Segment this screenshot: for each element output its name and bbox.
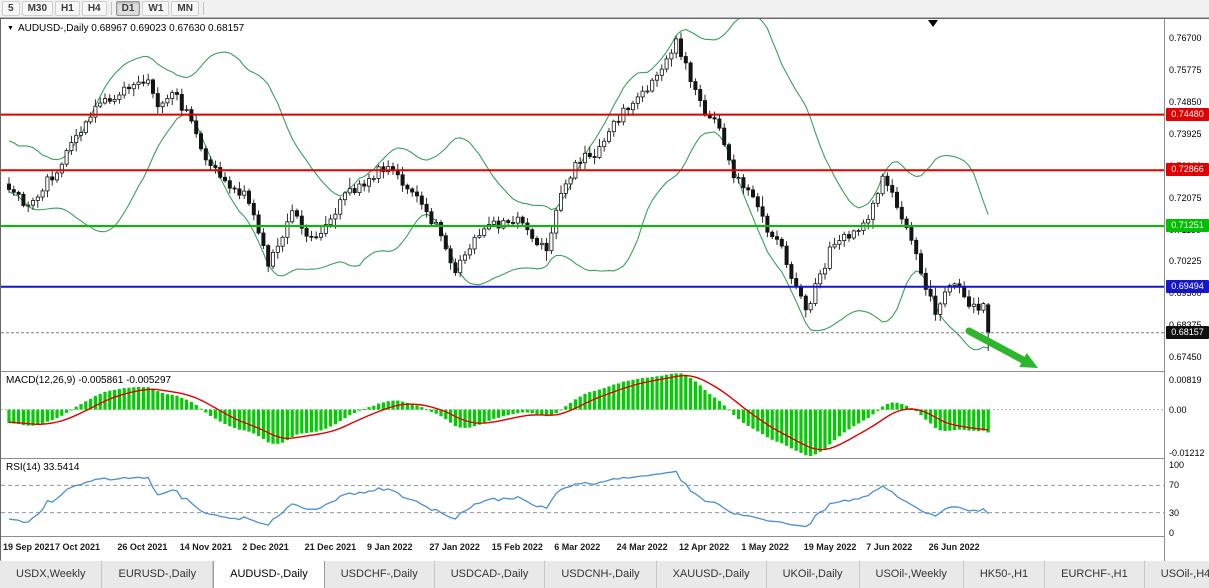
chart-tab-eurchf-h1[interactable]: EURCHF-,H1 <box>1045 561 1145 588</box>
chart-tab-eurusd-daily[interactable]: EURUSD-,Daily <box>102 561 214 588</box>
chart-tab-audusd-daily[interactable]: AUDUSD-,Daily <box>213 561 325 588</box>
pane-divider[interactable] <box>1 536 1209 537</box>
timeframe-button-m30[interactable]: M30 <box>21 1 54 16</box>
level-price-badge: 0.71251 <box>1166 219 1209 233</box>
timeframe-button-mn[interactable]: MN <box>171 1 199 16</box>
trend-arrow-annotation[interactable] <box>965 327 1042 371</box>
shift-marker-icon[interactable] <box>928 20 938 27</box>
time-axis-label: 19 May 2022 <box>803 542 857 552</box>
level-price-badge: 0.74480 <box>1166 107 1209 121</box>
price-pane[interactable] <box>1 19 1164 371</box>
chart-symbol-label: ▼ AUDUSD-,Daily 0.68967 0.69023 0.67630 … <box>7 23 244 34</box>
time-axis-label: 7 Oct 2021 <box>55 542 101 552</box>
bollinger-lower-band <box>8 113 989 351</box>
toolbar-separator <box>110 2 112 15</box>
price-tick-label: 0.76700 <box>1169 32 1202 43</box>
time-axis-label: 14 Nov 2021 <box>179 542 232 552</box>
time-axis-label: 1 May 2022 <box>741 542 789 552</box>
chart-tab-xauusd-daily[interactable]: XAUUSD-,Daily <box>657 561 767 588</box>
time-axis-label: 15 Feb 2022 <box>491 542 543 552</box>
chart-tab-usdcad-daily[interactable]: USDCAD-,Daily <box>435 561 546 588</box>
toolbar-separator <box>202 2 204 15</box>
price-tick-label: 0.67450 <box>1169 352 1202 363</box>
macd-axis-label: 0.00819 <box>1169 375 1202 386</box>
level-price-badge: 0.69494 <box>1166 279 1209 293</box>
price-tick-label: 0.74850 <box>1169 96 1202 107</box>
chart-area: ▼ AUDUSD-,Daily 0.68967 0.69023 0.67630 … <box>0 18 1209 561</box>
timeframe-button-d1[interactable]: D1 <box>115 1 141 16</box>
pane-divider[interactable] <box>1 371 1209 372</box>
macd-indicator-label: MACD(12,26,9) -0.005861 -0.005297 <box>6 375 172 386</box>
time-axis-label: 9 Jan 2022 <box>367 542 413 552</box>
symbol-dropdown-icon: ▼ <box>7 24 14 32</box>
timeframe-toolbar: 5 M30 H1 H4 D1 W1 MN <box>0 0 1209 18</box>
price-tick-label: 0.68375 <box>1169 320 1202 330</box>
rsi-line <box>8 470 989 528</box>
price-tick-label: 0.75775 <box>1169 64 1202 75</box>
rsi-axis-label: 30 <box>1169 507 1180 518</box>
chart-tab-bar: USDX,Weekly EURUSD-,Daily AUDUSD-,Daily USD… <box>0 560 1209 588</box>
chart-tab-usoil-weekly[interactable]: USOil-,Weekly <box>860 561 964 588</box>
rsi-axis-label: 70 <box>1169 480 1180 491</box>
macd-axis-label: -0.01212 <box>1169 448 1205 459</box>
time-axis-label: 7 Jun 2022 <box>866 542 913 552</box>
time-axis-label: 2 Dec 2021 <box>242 542 289 552</box>
level-price-badge: 0.72866 <box>1166 163 1209 177</box>
time-axis-label: 6 Mar 2022 <box>554 542 601 552</box>
timeframe-button-5[interactable]: 5 <box>2 1 20 16</box>
timeframe-button-h1[interactable]: H1 <box>55 1 80 16</box>
macd-signal-line <box>8 374 989 451</box>
time-axis-label: 12 Apr 2022 <box>679 542 730 552</box>
chart-tab-usoil-h4[interactable]: USOil-,H4 <box>1145 561 1209 588</box>
bollinger-upper-band <box>8 19 989 215</box>
pane-divider[interactable] <box>1 458 1209 459</box>
price-tick-label: 0.69300 <box>1169 288 1202 299</box>
time-axis-label: 26 Jun 2022 <box>928 542 980 552</box>
chart-tab-ukoil-daily[interactable]: UKOil-,Daily <box>767 561 860 588</box>
time-axis-label: 24 Mar 2022 <box>616 542 668 552</box>
price-tick-label: 0.72075 <box>1169 192 1202 203</box>
timeframe-button-w1[interactable]: W1 <box>142 1 170 16</box>
chart-tab-usdx-weekly[interactable]: USDX,Weekly <box>0 561 103 588</box>
timeframe-button-h4[interactable]: H4 <box>81 1 107 16</box>
symbol-ohlc-label: AUDUSD-,Daily 0.68967 0.69023 0.67630 0.… <box>17 23 245 34</box>
chart-tab-usdchf-daily[interactable]: USDCHF-,Daily <box>325 561 435 588</box>
price-tick-label: 0.73925 <box>1169 128 1202 139</box>
chart-tab-hk50-h1[interactable]: HK50-,H1 <box>964 561 1046 588</box>
price-axis[interactable]: 0.767000.757750.748500.739250.730000.720… <box>1164 19 1209 561</box>
rsi-indicator-label: RSI(14) 33.5414 <box>6 462 80 473</box>
time-axis-label: 27 Jan 2022 <box>429 542 480 552</box>
rsi-axis-label: 0 <box>1169 528 1175 538</box>
time-axis[interactable]: 19 Sep 2021 7 Oct 2021 26 Oct 2021 14 Nov 2… <box>1 537 1164 561</box>
chart-tab-usdcnh-daily[interactable]: USDCNH-,Daily <box>545 561 657 588</box>
time-axis-label: 19 Sep 2021 <box>3 542 55 552</box>
rsi-pane[interactable] <box>1 459 1164 536</box>
time-axis-label: 21 Dec 2021 <box>304 542 357 552</box>
rsi-axis-label: 100 <box>1169 460 1185 470</box>
time-axis-label: 26 Oct 2021 <box>117 542 168 552</box>
macd-pane[interactable] <box>1 372 1164 458</box>
price-tick-label: 0.70225 <box>1169 256 1202 267</box>
candlestick-series <box>7 32 991 351</box>
macd-axis-label: 0.00 <box>1169 404 1187 415</box>
current-price-badge: 0.68157 <box>1166 325 1209 339</box>
